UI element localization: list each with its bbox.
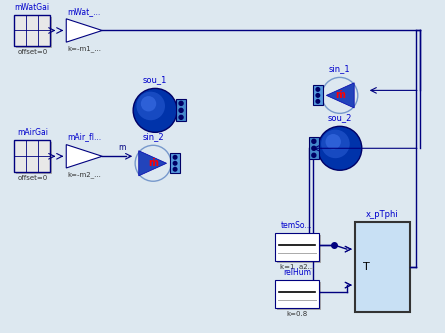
Circle shape [179,108,183,112]
Text: sou_2: sou_2 [328,113,352,122]
Polygon shape [66,19,102,42]
Circle shape [316,94,320,97]
FancyBboxPatch shape [14,140,50,172]
Circle shape [316,88,320,91]
Text: mAir_fl...: mAir_fl... [67,133,101,142]
Circle shape [179,101,183,105]
Circle shape [318,126,362,170]
Circle shape [312,139,316,143]
FancyBboxPatch shape [355,222,410,312]
FancyBboxPatch shape [309,137,319,159]
Text: sou_1: sou_1 [143,75,167,84]
FancyBboxPatch shape [14,15,50,47]
Circle shape [326,134,341,150]
Circle shape [312,146,316,150]
Text: m: m [118,143,125,152]
Circle shape [312,153,316,157]
Circle shape [173,167,177,171]
Text: relHum: relHum [283,268,311,277]
Text: k=1  a2...: k=1 a2... [280,264,314,270]
FancyBboxPatch shape [176,99,186,121]
Circle shape [133,88,177,132]
Text: k=0.8: k=0.8 [286,311,307,317]
FancyBboxPatch shape [170,153,180,173]
Text: sin_2: sin_2 [142,132,164,141]
Circle shape [321,130,350,158]
FancyBboxPatch shape [313,85,323,105]
Polygon shape [326,83,354,108]
Text: mWat_...: mWat_... [68,7,101,16]
Circle shape [173,162,177,165]
Circle shape [179,115,183,119]
Polygon shape [66,145,102,168]
Text: x_pTphi: x_pTphi [366,210,399,219]
Text: k=-m2_...: k=-m2_... [67,171,101,178]
Polygon shape [139,151,166,176]
Text: ṁ: ṁ [335,90,345,100]
FancyBboxPatch shape [275,233,319,261]
Text: T: T [363,262,369,272]
FancyBboxPatch shape [277,282,321,310]
Circle shape [137,92,165,120]
FancyBboxPatch shape [16,142,52,174]
FancyBboxPatch shape [275,280,319,308]
FancyBboxPatch shape [16,17,52,49]
Text: sin_1: sin_1 [329,64,351,73]
Text: ṁ: ṁ [148,158,158,168]
Circle shape [173,156,177,159]
Text: mAirGai: mAirGai [17,128,48,137]
Circle shape [316,100,320,103]
Text: k=-m1_...: k=-m1_... [67,45,101,52]
Circle shape [141,96,156,112]
Text: offset=0: offset=0 [17,175,48,181]
FancyBboxPatch shape [277,235,321,263]
Text: mWatGai: mWatGai [15,3,50,12]
Text: offset=0: offset=0 [17,50,48,56]
Text: temSo...: temSo... [281,221,313,230]
